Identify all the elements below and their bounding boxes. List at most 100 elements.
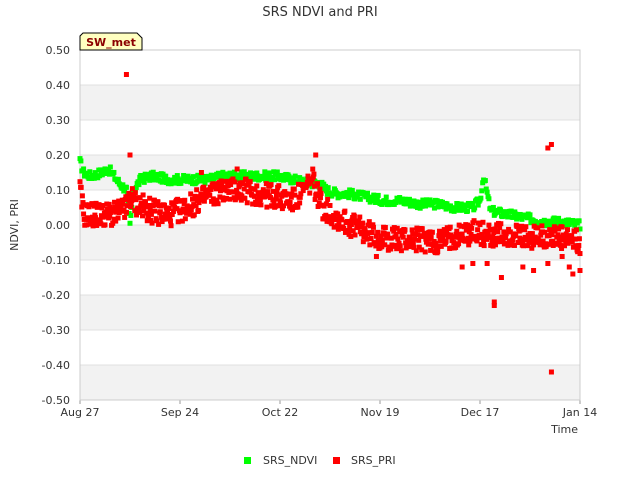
point-srs-pri xyxy=(539,223,545,229)
point-srs-pri xyxy=(162,211,168,217)
point-srs-pri xyxy=(437,228,443,234)
plot-frame xyxy=(79,49,581,401)
point-srs-pri xyxy=(318,190,324,196)
point-srs-pri xyxy=(208,186,214,192)
point-srs-pri xyxy=(479,233,485,239)
point-srs-pri xyxy=(141,208,147,214)
point-srs-pri-outlier xyxy=(545,145,551,151)
point-srs-ndvi xyxy=(465,208,470,214)
point-srs-pri xyxy=(228,182,234,188)
point-srs-pri xyxy=(435,249,441,255)
point-srs-ndvi xyxy=(284,177,290,183)
point-srs-pri xyxy=(422,249,428,255)
point-srs-ndvi xyxy=(78,158,84,164)
point-srs-ndvi xyxy=(262,169,268,175)
point-srs-pri xyxy=(188,207,194,213)
point-srs-ndvi xyxy=(207,177,213,183)
point-srs-pri xyxy=(379,237,385,243)
point-srs-ndvi xyxy=(345,191,351,197)
point-srs-ndvi xyxy=(98,167,104,173)
point-srs-pri xyxy=(334,216,340,222)
point-srs-pri xyxy=(215,201,221,207)
point-srs-pri xyxy=(336,220,342,226)
point-srs-pri-outlier xyxy=(520,264,526,270)
point-srs-pri xyxy=(331,224,337,230)
point-srs-ndvi xyxy=(463,202,469,208)
point-srs-pri xyxy=(503,235,509,241)
point-srs-pri xyxy=(115,215,121,221)
x-tick-label: Dec 17 xyxy=(461,406,500,419)
point-srs-ndvi xyxy=(508,208,514,214)
point-srs-pri xyxy=(522,227,528,233)
point-srs-pri xyxy=(537,238,543,244)
point-srs-pri xyxy=(250,201,256,207)
point-srs-ndvi xyxy=(410,203,416,209)
point-srs-pri xyxy=(254,183,260,189)
x-tick-label: Nov 19 xyxy=(361,406,400,419)
point-srs-pri xyxy=(566,233,572,239)
point-srs-pri xyxy=(405,243,411,249)
point-srs-ndvi xyxy=(551,215,557,221)
point-srs-pri xyxy=(421,230,427,236)
point-srs-pri xyxy=(454,228,460,234)
point-srs-ndvi xyxy=(406,200,412,206)
y-tick-label: -0.20 xyxy=(42,289,70,302)
point-srs-ndvi xyxy=(346,195,352,201)
point-srs-pri xyxy=(168,223,174,229)
point-srs-pri xyxy=(265,189,271,195)
point-srs-pri xyxy=(510,237,516,243)
point-srs-pri xyxy=(295,181,301,187)
point-srs-ndvi xyxy=(483,186,489,192)
point-srs-pri xyxy=(148,217,154,223)
point-srs-pri xyxy=(520,240,526,246)
point-srs-ndvi xyxy=(558,219,564,225)
point-srs-pri xyxy=(106,201,112,207)
point-srs-pri xyxy=(132,190,138,196)
point-srs-pri xyxy=(397,243,403,249)
point-srs-pri xyxy=(451,240,457,246)
point-srs-ndvi xyxy=(140,177,146,183)
point-srs-pri xyxy=(163,216,169,222)
point-srs-pri xyxy=(148,211,154,217)
point-srs-ndvi xyxy=(250,171,256,177)
point-srs-pri xyxy=(492,226,498,232)
x-tick-label: Sep 24 xyxy=(161,406,199,419)
point-srs-pri xyxy=(317,195,323,201)
point-srs-ndvi xyxy=(382,198,388,204)
point-srs-pri xyxy=(256,190,262,196)
point-srs-pri xyxy=(305,173,311,179)
point-srs-pri-outlier xyxy=(373,254,379,259)
point-srs-pri xyxy=(573,243,579,249)
point-srs-pri xyxy=(118,204,124,210)
point-srs-ndvi xyxy=(455,201,461,207)
point-srs-pri xyxy=(393,231,399,237)
point-srs-pri xyxy=(210,196,216,202)
point-srs-pri xyxy=(291,186,297,192)
point-srs-pri xyxy=(351,213,357,219)
point-srs-ndvi xyxy=(81,166,87,172)
point-srs-pri xyxy=(374,242,380,248)
point-srs-ndvi xyxy=(510,214,516,220)
point-srs-ndvi xyxy=(272,177,278,183)
point-srs-ndvi xyxy=(194,179,200,185)
point-srs-pri xyxy=(441,231,447,237)
point-srs-pri xyxy=(297,194,303,200)
point-srs-ndvi xyxy=(456,204,462,210)
point-srs-pri xyxy=(166,205,172,211)
point-srs-pri xyxy=(379,244,385,250)
point-srs-pri xyxy=(153,202,159,208)
legend-swatch-pri xyxy=(333,457,340,464)
point-srs-ndvi xyxy=(119,185,125,191)
x-tick-label: Aug 27 xyxy=(61,406,100,419)
point-srs-ndvi xyxy=(490,204,496,210)
y-tick-label: -0.40 xyxy=(42,359,70,372)
point-srs-ndvi xyxy=(174,173,180,179)
point-srs-pri xyxy=(462,238,468,244)
point-srs-ndvi xyxy=(223,174,229,180)
point-srs-pri xyxy=(247,179,253,185)
point-srs-pri xyxy=(471,218,477,224)
point-srs-pri xyxy=(181,201,187,207)
point-srs-pri xyxy=(102,222,108,228)
point-srs-pri xyxy=(419,247,425,253)
point-srs-ndvi xyxy=(111,169,117,175)
